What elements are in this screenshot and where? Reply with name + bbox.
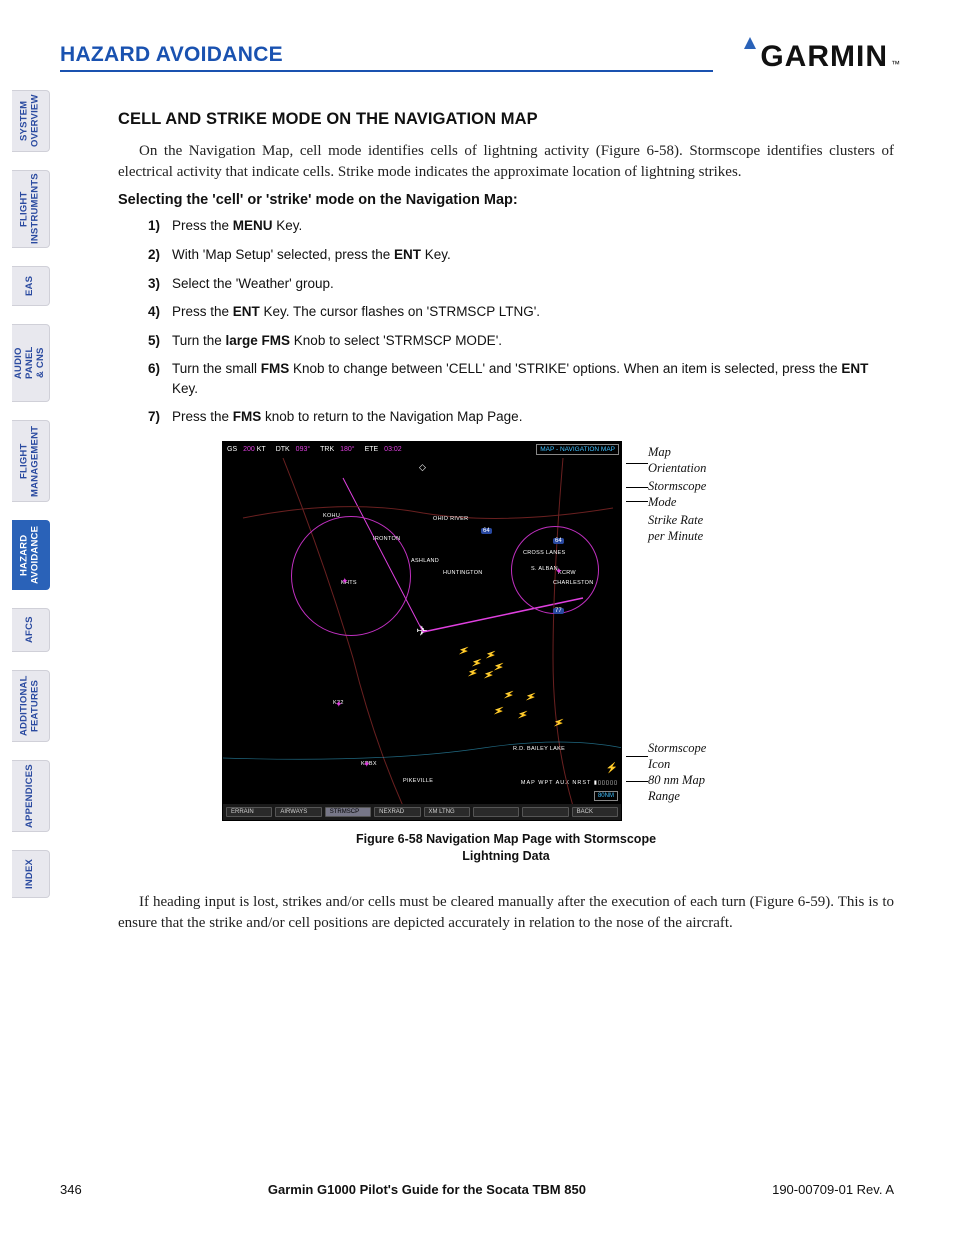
nav-map-screenshot: GS 200KT DTK 093° TRK 180° ETE 03:02 MAP… xyxy=(222,441,622,821)
callout-label-1: StormscopeMode xyxy=(648,479,706,510)
callout-label-0: MapOrientation xyxy=(648,445,706,476)
step-5: 5)Turn the large FMS Knob to select 'STR… xyxy=(146,331,894,351)
step-2: 2)With 'Map Setup' selected, press the E… xyxy=(146,245,894,265)
map-label: HUNTINGTON xyxy=(443,570,483,576)
logo-text: GARMIN xyxy=(760,42,888,72)
step-number: 4) xyxy=(146,302,172,322)
softkey-1[interactable]: AIRWAYS xyxy=(275,807,321,817)
map-label: KOHU xyxy=(323,513,340,519)
sidebar-tab-3[interactable]: AUDIO PANEL & CNS xyxy=(12,324,50,402)
softkey-3[interactable]: NEXRAD xyxy=(374,807,420,817)
softkey-0[interactable]: ERRAIN xyxy=(226,807,272,817)
logo-triangle-icon xyxy=(743,36,757,50)
intro-paragraph: On the Navigation Map, cell mode identif… xyxy=(118,141,894,182)
softkey-7[interactable]: BACK xyxy=(572,807,618,817)
page-number: 346 xyxy=(60,1182,82,1197)
step-number: 5) xyxy=(146,331,172,351)
sidebar-tabs: SYSTEM OVERVIEW FLIGHT INSTRUMENTS EAS AUDI… xyxy=(12,90,54,898)
content-heading: CELL AND STRIKE MODE ON THE NAVIGATION M… xyxy=(118,110,894,129)
callout-leader-line xyxy=(626,756,648,757)
map-label: PIKEVILLE xyxy=(403,778,433,784)
step-text: Turn the large FMS Knob to select 'STRMS… xyxy=(172,331,894,351)
step-text: Press the MENU Key. xyxy=(172,216,894,236)
callout-leader-line xyxy=(626,487,648,488)
callout-label-4: 80 nm MapRange xyxy=(648,773,705,804)
step-6: 6)Turn the small FMS Knob to change betw… xyxy=(146,359,894,398)
waypoint-icon: ✦ xyxy=(363,759,371,770)
main-content: CELL AND STRIKE MODE ON THE NAVIGATION M… xyxy=(118,110,894,943)
map-label: OHIO RIVER xyxy=(433,516,468,522)
page-footer: 346 Garmin G1000 Pilot's Guide for the S… xyxy=(60,1182,894,1197)
callout-leader-line xyxy=(626,501,648,502)
procedure-subheading: Selecting the 'cell' or 'strike' mode on… xyxy=(118,192,894,208)
sidebar-tab-1[interactable]: FLIGHT INSTRUMENTS xyxy=(12,170,50,248)
step-text: Turn the small FMS Knob to change betwee… xyxy=(172,359,894,398)
hwy-shield-icon: 64 xyxy=(481,528,492,534)
brand-logo: GARMIN ™ xyxy=(743,42,900,72)
sidebar-tab-8[interactable]: APPENDICES xyxy=(12,760,50,832)
map-label: CROSS LANES xyxy=(523,550,565,556)
softkey-2[interactable]: STRMSCP xyxy=(325,807,371,817)
map-top-databar: GS 200KT DTK 093° TRK 180° ETE 03:02 MAP… xyxy=(223,442,621,458)
hwy-shield-icon: 64 xyxy=(553,538,564,544)
map-label: ASHLAND xyxy=(411,558,439,564)
map-overlay-svg xyxy=(223,458,621,804)
document-revision: 190-00709-01 Rev. A xyxy=(772,1182,894,1197)
waypoint-icon: ✦ xyxy=(335,699,343,710)
step-number: 7) xyxy=(146,407,172,427)
sidebar-tab-0[interactable]: SYSTEM OVERVIEW xyxy=(12,90,50,152)
step-text: Press the ENT Key. The cursor flashes on… xyxy=(172,302,894,322)
step-number: 1) xyxy=(146,216,172,236)
sidebar-tab-6[interactable]: AFCS xyxy=(12,608,50,652)
sidebar-tab-2[interactable]: EAS xyxy=(12,266,50,306)
logo-trademark: ™ xyxy=(891,59,900,69)
document-title: Garmin G1000 Pilot's Guide for the Socat… xyxy=(82,1182,772,1197)
step-7: 7)Press the FMS knob to return to the Na… xyxy=(146,407,894,427)
map-label: CHARLESTON xyxy=(553,580,594,586)
figure-caption: Figure 6-58 Navigation Map Page with Sto… xyxy=(118,831,894,866)
callout-label-3: StormscopeIcon xyxy=(648,741,706,772)
sidebar-tab-5[interactable]: HAZARD AVOIDANCE xyxy=(12,520,50,590)
map-label: S. ALBAN xyxy=(531,566,558,572)
procedure-steps: 1)Press the MENU Key.2)With 'Map Setup' … xyxy=(118,216,894,427)
map-softkeys: ERRAINAIRWAYS STRMSCPNEXRAD XM LTNG BACK xyxy=(223,804,621,820)
closing-paragraph: If heading input is lost, strikes and/or… xyxy=(118,892,894,933)
step-text: Select the 'Weather' group. xyxy=(172,274,894,294)
step-number: 3) xyxy=(146,274,172,294)
step-number: 2) xyxy=(146,245,172,265)
step-4: 4)Press the ENT Key. The cursor flashes … xyxy=(146,302,894,322)
waypoint-icon: ✦ xyxy=(555,566,563,577)
map-body: ◇ ✈ ⚡ MAP WPT AUX NRST ▮▯▯▯▯▯ 80NM KOHUO xyxy=(223,458,621,804)
softkey-5[interactable] xyxy=(473,807,519,817)
hwy-shield-icon: 77 xyxy=(553,608,564,614)
section-title: HAZARD AVOIDANCE xyxy=(60,43,713,72)
waypoint-icon: ✦ xyxy=(341,576,349,587)
figure-6-58: GS 200KT DTK 093° TRK 180° ETE 03:02 MAP… xyxy=(118,441,894,821)
map-label: IRONTON xyxy=(373,536,400,542)
step-3: 3)Select the 'Weather' group. xyxy=(146,274,894,294)
callout-label-2: Strike Rateper Minute xyxy=(648,513,703,544)
callout-leader-line xyxy=(626,781,648,782)
step-1: 1)Press the MENU Key. xyxy=(146,216,894,236)
range-ring-0 xyxy=(291,516,411,636)
map-title: MAP - NAVIGATION MAP xyxy=(536,444,619,455)
softkey-6[interactable] xyxy=(522,807,568,817)
map-label: R.D. BAILEY LAKE xyxy=(513,746,565,752)
softkey-4[interactable]: XM LTNG xyxy=(424,807,470,817)
sidebar-tab-7[interactable]: ADDITIONAL FEATURES xyxy=(12,670,50,742)
callout-leader-line xyxy=(626,463,648,464)
step-text: Press the FMS knob to return to the Navi… xyxy=(172,407,894,427)
sidebar-tab-4[interactable]: FLIGHT MANAGEMENT xyxy=(12,420,50,502)
step-text: With 'Map Setup' selected, press the ENT… xyxy=(172,245,894,265)
step-number: 6) xyxy=(146,359,172,398)
sidebar-tab-9[interactable]: INDEX xyxy=(12,850,50,898)
